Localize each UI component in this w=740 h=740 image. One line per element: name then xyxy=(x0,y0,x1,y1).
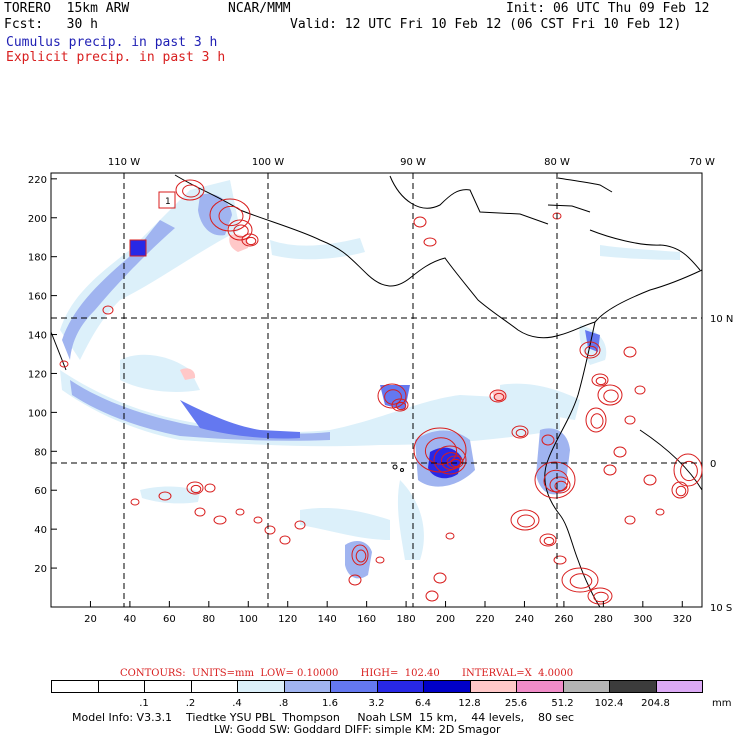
x-tick-label: 180 xyxy=(397,614,416,625)
model-info-line-2: LW: Godd SW: Goddard DIFF: simple KM: 2D… xyxy=(214,723,501,736)
y-tick-label: 160 xyxy=(28,292,47,303)
colorbar-swatch xyxy=(283,680,331,693)
colorbar-label: .8 xyxy=(278,698,289,709)
colorbar-label: 25.6 xyxy=(504,698,528,709)
x-tick-label: 260 xyxy=(554,614,573,625)
colorbar-label: 3.2 xyxy=(368,698,385,709)
colorbar-swatch xyxy=(330,680,378,693)
y-tick-label: 100 xyxy=(28,408,47,419)
lat-lon-grid xyxy=(51,173,702,607)
contours-line: CONTOURS: UNITS=mm LOW= 0.10000 HIGH= 10… xyxy=(120,668,574,679)
latitude-label: 10 N xyxy=(710,314,733,325)
x-tick-label: 140 xyxy=(318,614,337,625)
x-tick-label: 40 xyxy=(124,614,137,625)
colorbar-swatch xyxy=(51,680,99,693)
x-tick-label: 220 xyxy=(475,614,494,625)
organization-label: NCAR/MMM xyxy=(228,1,291,16)
model-info-line-1: Model Info: V3.3.1 Tiedtke YSU PBL Thomp… xyxy=(72,711,575,724)
x-tick-label: 240 xyxy=(515,614,534,625)
colorbar-label: 1.6 xyxy=(322,698,338,709)
cumulus-field-label: Cumulus precip. in past 3 h xyxy=(6,35,218,50)
y-tick-label: 180 xyxy=(28,253,47,264)
colorbar-label: .4 xyxy=(232,698,242,709)
y-tick-label: 200 xyxy=(28,214,47,225)
x-tick-label: 320 xyxy=(673,614,692,625)
x-tick-label: 280 xyxy=(594,614,613,625)
precip-shading xyxy=(60,180,680,579)
x-tick-label: 100 xyxy=(239,614,258,625)
y-tick-label: 120 xyxy=(28,369,47,380)
x-tick-label: 20 xyxy=(84,614,97,625)
colorbar-label: 51.2 xyxy=(551,698,574,709)
y-tick-label: 220 xyxy=(28,175,47,186)
y-tick-label: 60 xyxy=(34,486,47,497)
colorbar-label: .1 xyxy=(139,698,149,709)
x-tick-label: 300 xyxy=(633,614,652,625)
init-time: Init: 06 UTC Thu 09 Feb 12 xyxy=(506,1,710,16)
station-marker xyxy=(129,239,147,257)
colorbar-swatch xyxy=(376,680,424,693)
colorbar-label: 6.4 xyxy=(415,698,431,709)
colorbar-label: 102.4 xyxy=(594,698,624,709)
colorbar-label: 204.8 xyxy=(641,698,670,709)
colorbar-swatch xyxy=(516,680,564,693)
x-tick-label: 60 xyxy=(163,614,176,625)
colorbar-units: mm xyxy=(712,698,732,709)
x-tick-label: 160 xyxy=(357,614,376,625)
valid-time: Valid: 12 UTC Fri 10 Feb 12 (06 CST Fri … xyxy=(290,17,682,32)
longitude-label: 90 W xyxy=(400,157,426,168)
colorbar-swatch xyxy=(423,680,471,693)
longitude-label: 100 W xyxy=(252,157,284,168)
colorbar-swatch xyxy=(237,680,285,693)
y-tick-label: 20 xyxy=(34,564,47,575)
x-tick-label: 120 xyxy=(278,614,297,625)
y-tick-label: 80 xyxy=(34,447,47,458)
model-title: TORERO 15km ARW xyxy=(4,1,130,16)
latitude-label: 0 xyxy=(710,459,716,470)
y-tick-label: 140 xyxy=(28,331,47,342)
colorbar-label: .2 xyxy=(185,698,196,709)
x-tick-label: 200 xyxy=(436,614,455,625)
longitude-label: 80 W xyxy=(544,157,570,168)
colorbar-swatch xyxy=(655,680,703,693)
station-marker xyxy=(158,191,176,209)
colorbar-swatch xyxy=(97,680,145,693)
explicit-field-label: Explicit precip. in past 3 h xyxy=(6,50,226,65)
colorbar-swatch xyxy=(609,680,657,693)
longitude-label: 110 W xyxy=(108,157,140,168)
colorbar-label: 12.8 xyxy=(458,698,481,709)
colorbar-swatch xyxy=(144,680,192,693)
x-tick-label: 80 xyxy=(202,614,215,625)
forecast-hour: Fcst: 30 h xyxy=(4,17,98,32)
colorbar-swatch xyxy=(562,680,610,693)
longitude-label: 70 W xyxy=(689,157,715,168)
latitude-label: 10 S xyxy=(710,603,732,614)
coastlines xyxy=(50,174,703,608)
colorbar-swatch xyxy=(190,680,238,693)
red-contours xyxy=(59,179,703,605)
colorbar-swatch xyxy=(469,680,517,693)
y-tick-label: 40 xyxy=(34,525,47,536)
station-marker-label: 1 xyxy=(165,197,171,207)
